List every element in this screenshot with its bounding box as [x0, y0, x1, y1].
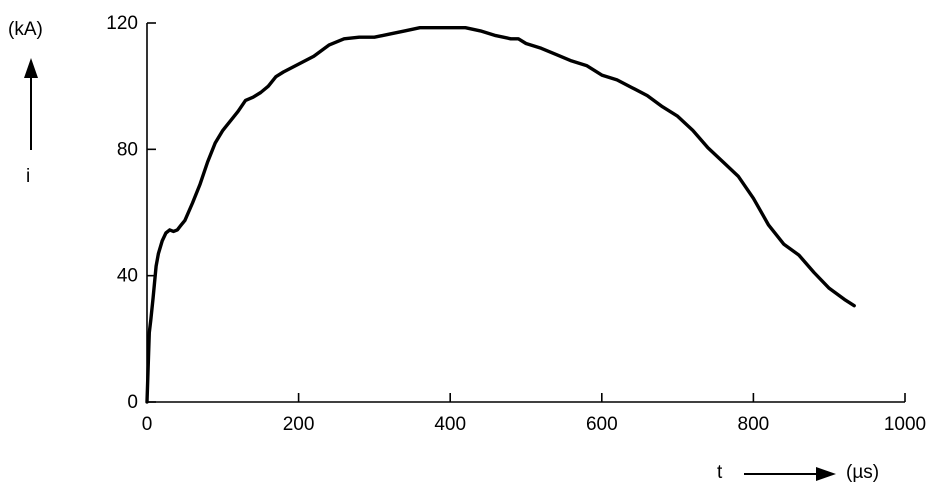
series-group — [145, 26, 856, 404]
y-unit-label: (kA) — [8, 19, 43, 40]
x-tick-label: 0 — [142, 414, 153, 435]
x-tick-label: 200 — [283, 414, 315, 435]
x-tick-label: 600 — [586, 414, 618, 435]
x-axis-label: t — [717, 462, 723, 483]
x-unit-label: (µs) — [846, 462, 879, 483]
ticks — [146, 22, 906, 403]
axes — [146, 23, 905, 403]
y-tick-label: 40 — [117, 266, 138, 287]
y-tick-label: 80 — [117, 139, 138, 160]
x-tick-label: 400 — [434, 414, 466, 435]
y-tick-label: 0 — [127, 392, 138, 413]
x-tick-label: 1000 — [884, 414, 926, 435]
y-tick-label: 120 — [106, 13, 138, 34]
y-arrow-icon — [24, 58, 38, 150]
y-axis-label: i — [26, 166, 30, 187]
tick-labels: 0 40 80 120 0 200 400 600 800 1000 — [106, 13, 926, 435]
x-tick-label: 800 — [738, 414, 770, 435]
x-arrow-icon — [744, 467, 836, 481]
series-line — [145, 26, 856, 404]
